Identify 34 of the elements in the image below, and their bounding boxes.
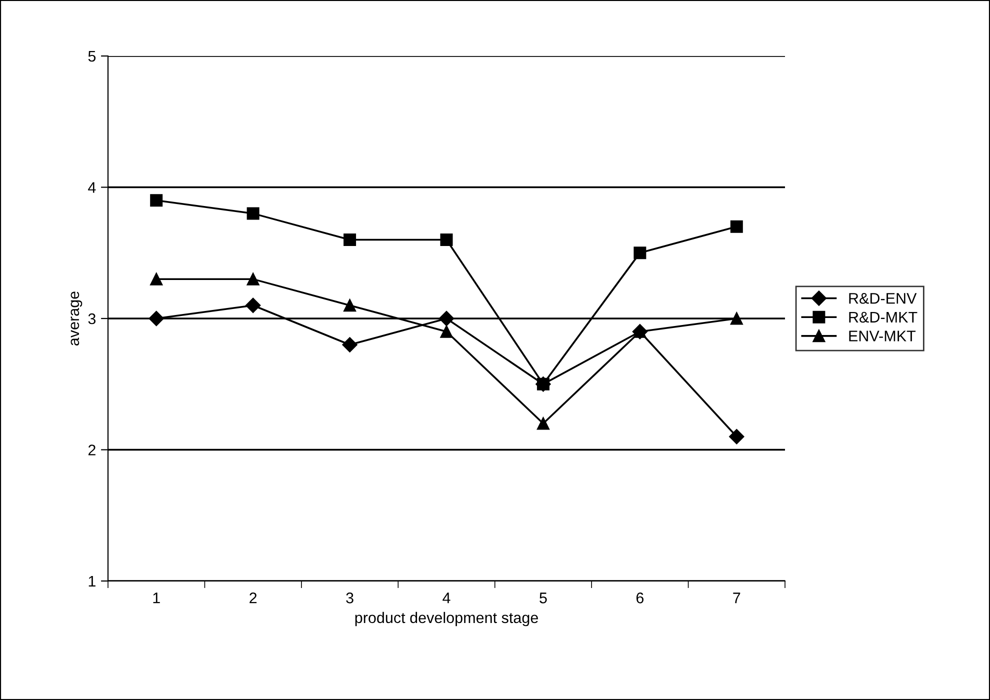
y-tick-label: 1: [88, 576, 96, 587]
point: [150, 194, 163, 207]
point: [246, 298, 261, 313]
x-tick-label: 2: [250, 592, 257, 604]
point: [246, 207, 260, 220]
y-tick-label: 3: [88, 313, 96, 324]
y-tick-label: 4: [88, 182, 96, 193]
legend-label: R&D-ENV: [849, 293, 917, 304]
x-tick-label: 3: [346, 592, 354, 604]
point: [729, 429, 744, 444]
point: [730, 312, 743, 325]
point: [440, 234, 453, 246]
point: [342, 337, 358, 352]
x-tick-label: 4: [442, 592, 450, 604]
x-axis-title: product development stage: [355, 612, 538, 626]
y-axis-title: average: [70, 292, 82, 346]
x-tick-label: 6: [636, 592, 644, 604]
point: [634, 246, 646, 260]
point: [730, 220, 743, 233]
point: [150, 272, 163, 286]
point: [344, 299, 356, 312]
x-tick-label: 5: [540, 592, 547, 604]
x-tick-label: 7: [733, 592, 740, 604]
point: [344, 234, 356, 246]
point: [440, 325, 453, 338]
legend-label: R&D-MKT: [849, 312, 918, 323]
point: [246, 272, 260, 286]
point: [536, 417, 550, 430]
point: [148, 310, 164, 326]
legend-label: ENV-MKT: [849, 330, 916, 342]
point: [438, 310, 454, 326]
y-tick-label: 5: [88, 51, 96, 62]
x-tick-label: 1: [153, 592, 160, 604]
y-tick-label: 2: [88, 444, 96, 456]
